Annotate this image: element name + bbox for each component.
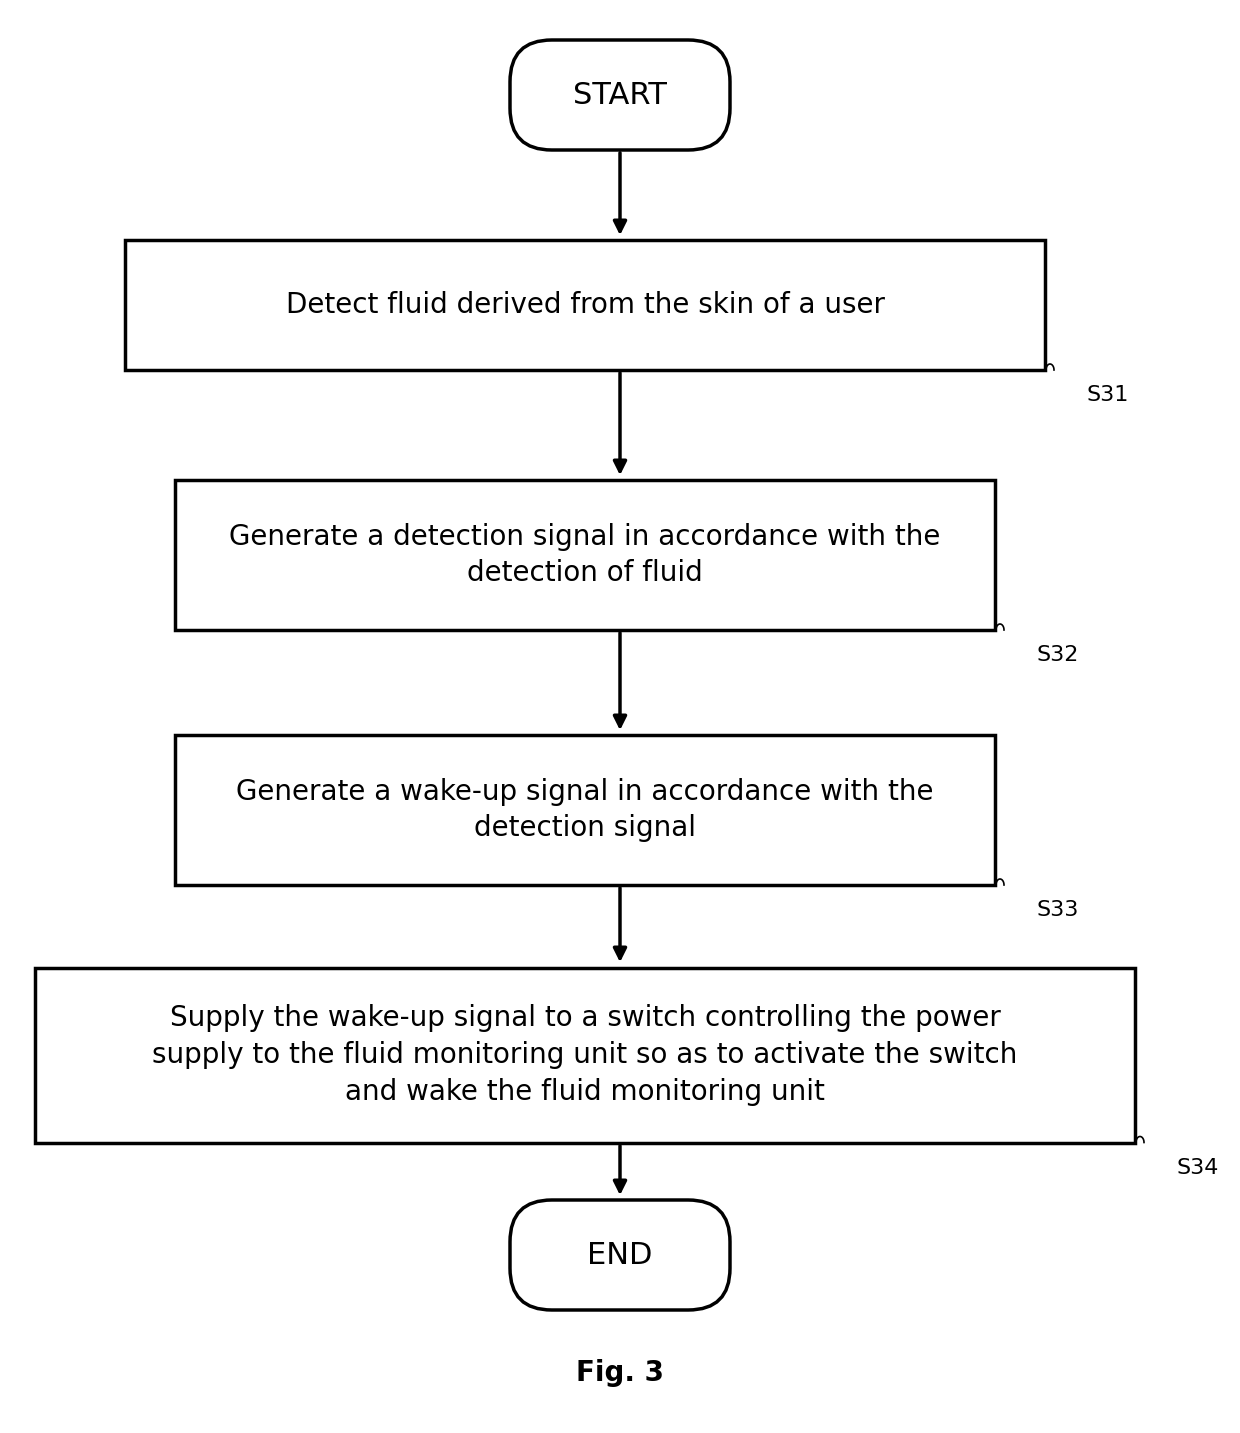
Text: END: END [588, 1241, 652, 1270]
Bar [175, 735, 994, 886]
Text: Supply the wake-up signal to a switch controlling the power
supply to the fluid : Supply the wake-up signal to a switch co… [153, 1005, 1018, 1106]
Bar [175, 480, 994, 631]
Text: Generate a detection signal in accordance with the
detection of fluid: Generate a detection signal in accordanc… [229, 523, 941, 588]
FancyBboxPatch shape [510, 40, 730, 150]
Text: S31: S31 [1087, 385, 1130, 406]
Bar [125, 239, 1045, 370]
Text: Generate a wake-up signal in accordance with the
detection signal: Generate a wake-up signal in accordance … [237, 778, 934, 843]
Text: Fig. 3: Fig. 3 [577, 1358, 663, 1387]
Bar [35, 967, 1135, 1142]
Text: S33: S33 [1037, 900, 1079, 920]
Text: START: START [573, 80, 667, 109]
FancyBboxPatch shape [510, 1199, 730, 1310]
Text: S34: S34 [1177, 1158, 1219, 1178]
Text: Detect fluid derived from the skin of a user: Detect fluid derived from the skin of a … [285, 291, 884, 320]
Text: S32: S32 [1037, 645, 1079, 665]
